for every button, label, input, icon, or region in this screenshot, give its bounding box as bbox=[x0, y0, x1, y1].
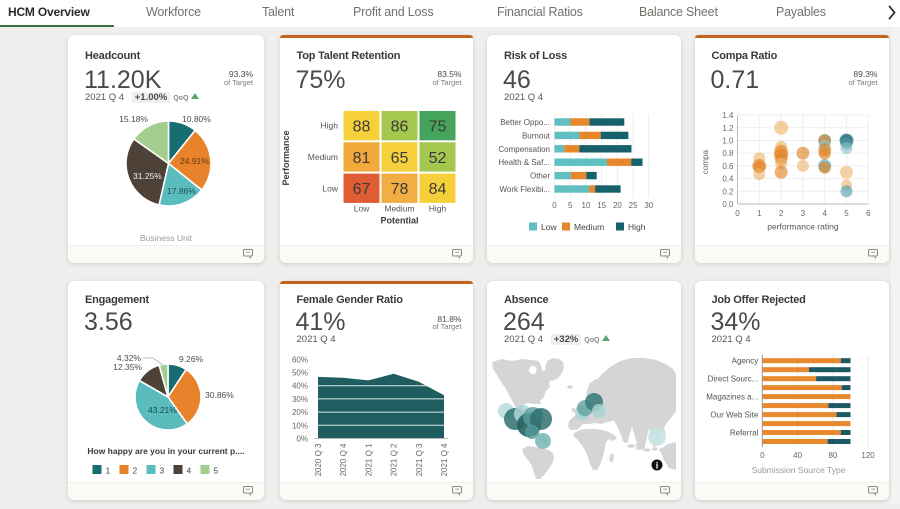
svg-text:25: 25 bbox=[629, 201, 638, 210]
svg-text:20%: 20% bbox=[291, 408, 307, 417]
svg-text:Direct Sourc...: Direct Sourc... bbox=[707, 375, 758, 384]
svg-text:12.35%: 12.35% bbox=[113, 362, 142, 372]
svg-text:2021 Q 1: 2021 Q 1 bbox=[364, 443, 373, 476]
svg-text:0.8: 0.8 bbox=[722, 149, 734, 158]
svg-text:6: 6 bbox=[866, 209, 871, 218]
svg-text:50%: 50% bbox=[291, 369, 307, 378]
svg-text:2021 Q 2: 2021 Q 2 bbox=[389, 443, 398, 476]
svg-text:65: 65 bbox=[390, 150, 408, 167]
svg-text:60%: 60% bbox=[291, 355, 307, 364]
svg-text:High: High bbox=[428, 204, 446, 214]
svg-text:30: 30 bbox=[644, 201, 653, 210]
svg-text:1: 1 bbox=[757, 209, 762, 218]
svg-text:30%: 30% bbox=[291, 395, 307, 404]
svg-text:43.21%: 43.21% bbox=[148, 405, 177, 415]
svg-text:0: 0 bbox=[552, 201, 557, 210]
svg-text:0: 0 bbox=[735, 209, 740, 218]
svg-text:81: 81 bbox=[352, 150, 370, 167]
svg-text:Better Oppo...: Better Oppo... bbox=[500, 118, 550, 127]
svg-text:0%: 0% bbox=[296, 435, 308, 444]
svg-text:2021 Q 3: 2021 Q 3 bbox=[414, 443, 423, 476]
svg-text:1.0: 1.0 bbox=[722, 137, 734, 146]
svg-text:Burnout: Burnout bbox=[522, 131, 551, 140]
svg-text:3: 3 bbox=[800, 209, 805, 218]
svg-text:Work Flexibi...: Work Flexibi... bbox=[499, 185, 550, 194]
svg-text:Other: Other bbox=[530, 172, 550, 181]
svg-text:0.6: 0.6 bbox=[722, 162, 734, 171]
svg-text:0: 0 bbox=[760, 451, 765, 460]
svg-text:Health & Saf...: Health & Saf... bbox=[498, 158, 550, 167]
svg-text:Performance: Performance bbox=[281, 130, 291, 185]
svg-text:4: 4 bbox=[187, 466, 192, 476]
svg-text:0.2: 0.2 bbox=[722, 187, 734, 196]
svg-text:30.86%: 30.86% bbox=[205, 390, 234, 400]
svg-text:Low: Low bbox=[541, 222, 557, 232]
svg-text:compa: compa bbox=[701, 150, 710, 175]
svg-text:20: 20 bbox=[613, 201, 622, 210]
svg-text:0.0: 0.0 bbox=[722, 200, 734, 209]
svg-text:2021 Q 4: 2021 Q 4 bbox=[440, 443, 449, 476]
svg-text:i: i bbox=[656, 461, 659, 471]
svg-text:17.86%: 17.86% bbox=[167, 186, 196, 196]
svg-text:10%: 10% bbox=[291, 421, 307, 430]
svg-text:88: 88 bbox=[352, 119, 370, 136]
svg-text:15: 15 bbox=[597, 201, 606, 210]
svg-text:2: 2 bbox=[778, 209, 783, 218]
svg-text:1.2: 1.2 bbox=[722, 124, 734, 133]
svg-text:2020 Q 3: 2020 Q 3 bbox=[314, 443, 323, 476]
svg-text:0.4: 0.4 bbox=[722, 175, 734, 184]
svg-text:4: 4 bbox=[822, 209, 827, 218]
svg-text:52: 52 bbox=[428, 150, 446, 167]
svg-text:4.32%: 4.32% bbox=[117, 353, 142, 363]
svg-text:80: 80 bbox=[828, 451, 837, 460]
svg-text:performance rating: performance rating bbox=[767, 222, 839, 232]
svg-text:78: 78 bbox=[390, 181, 408, 198]
svg-text:40%: 40% bbox=[291, 382, 307, 391]
svg-text:Our Web Site: Our Web Site bbox=[710, 411, 758, 420]
svg-text:2020 Q 4: 2020 Q 4 bbox=[339, 443, 348, 476]
svg-text:Potential: Potential bbox=[380, 216, 418, 226]
svg-text:5: 5 bbox=[214, 466, 219, 476]
svg-text:2: 2 bbox=[133, 466, 138, 476]
svg-text:10: 10 bbox=[582, 201, 591, 210]
svg-text:Magazines a...: Magazines a... bbox=[706, 393, 758, 402]
svg-text:24.91%: 24.91% bbox=[180, 156, 209, 166]
svg-text:1.4: 1.4 bbox=[722, 111, 734, 120]
svg-text:Low: Low bbox=[322, 183, 338, 193]
svg-text:3: 3 bbox=[160, 466, 165, 476]
svg-text:High: High bbox=[320, 121, 338, 131]
svg-text:Low: Low bbox=[353, 204, 369, 214]
svg-text:75: 75 bbox=[428, 119, 446, 136]
svg-text:9.26%: 9.26% bbox=[179, 354, 204, 364]
svg-text:5: 5 bbox=[568, 201, 573, 210]
svg-text:Medium: Medium bbox=[574, 222, 604, 232]
svg-text:High: High bbox=[628, 222, 646, 232]
svg-text:15.18%: 15.18% bbox=[119, 114, 148, 124]
svg-text:Medium: Medium bbox=[384, 204, 414, 214]
svg-text:1: 1 bbox=[106, 466, 111, 476]
svg-text:40: 40 bbox=[793, 451, 802, 460]
svg-text:Agency: Agency bbox=[731, 357, 758, 366]
svg-text:10.80%: 10.80% bbox=[182, 114, 211, 124]
svg-text:Compensation: Compensation bbox=[498, 145, 550, 154]
svg-text:86: 86 bbox=[390, 119, 408, 136]
svg-text:120: 120 bbox=[861, 451, 875, 460]
svg-text:31.25%: 31.25% bbox=[133, 171, 162, 181]
svg-text:Referral: Referral bbox=[729, 429, 758, 438]
svg-text:84: 84 bbox=[428, 181, 446, 198]
svg-text:67: 67 bbox=[352, 181, 370, 198]
svg-text:Medium: Medium bbox=[307, 152, 337, 162]
svg-text:5: 5 bbox=[844, 209, 849, 218]
